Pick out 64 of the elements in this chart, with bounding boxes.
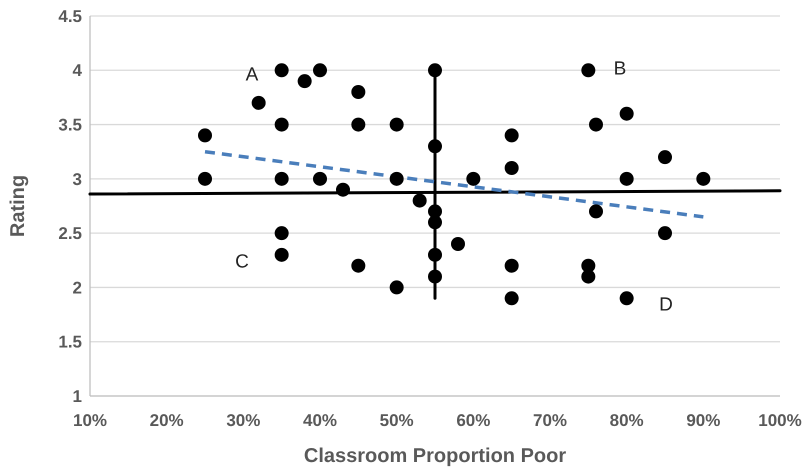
x-axis-title: Classroom Proportion Poor bbox=[304, 445, 566, 467]
point bbox=[198, 172, 212, 186]
point bbox=[620, 106, 634, 121]
x-tick-label: 40% bbox=[302, 411, 338, 430]
y-tick-label: 2 bbox=[72, 278, 82, 298]
point bbox=[351, 85, 366, 99]
point bbox=[428, 63, 442, 78]
point bbox=[313, 63, 327, 78]
y-tick-label: 3.5 bbox=[58, 116, 82, 135]
point bbox=[504, 128, 519, 142]
point bbox=[504, 291, 519, 306]
point bbox=[466, 172, 480, 186]
y-axis-title: Rating bbox=[7, 174, 29, 238]
x-tick-label: 20% bbox=[150, 411, 184, 430]
annotation: B bbox=[614, 58, 626, 80]
x-tick-label: 90% bbox=[686, 411, 720, 430]
x-tick-label: 80% bbox=[610, 411, 644, 430]
point bbox=[198, 128, 212, 142]
point bbox=[428, 270, 442, 284]
point bbox=[589, 118, 603, 132]
y-tick-label: 4 bbox=[72, 61, 83, 80]
point bbox=[620, 291, 634, 306]
point bbox=[274, 118, 289, 132]
point bbox=[696, 172, 710, 186]
point bbox=[589, 204, 603, 218]
point bbox=[658, 150, 672, 164]
y-tick-label: 4.5 bbox=[58, 6, 82, 26]
point bbox=[274, 248, 289, 262]
point bbox=[390, 280, 404, 294]
x-tick-label: 50% bbox=[380, 411, 414, 430]
point bbox=[298, 74, 312, 88]
point bbox=[351, 258, 366, 273]
y-tick-label: 2.5 bbox=[58, 224, 82, 244]
point bbox=[504, 161, 519, 175]
x-tick-label: 70% bbox=[532, 411, 568, 430]
x-tick-label: 100% bbox=[758, 411, 802, 430]
point bbox=[412, 194, 427, 208]
point bbox=[620, 172, 634, 186]
y-tick-label: 3 bbox=[72, 170, 82, 189]
point bbox=[428, 139, 442, 154]
point bbox=[274, 63, 289, 78]
x-tick-label: 60% bbox=[456, 411, 490, 430]
point bbox=[428, 215, 442, 230]
point bbox=[451, 237, 465, 251]
point bbox=[428, 248, 442, 262]
point bbox=[581, 270, 596, 284]
point bbox=[336, 182, 350, 197]
point bbox=[390, 118, 404, 132]
x-tick-label: 10% bbox=[72, 411, 108, 430]
point bbox=[581, 63, 596, 78]
annotation: C bbox=[235, 252, 249, 273]
y-tick-label: 1 bbox=[72, 386, 82, 406]
annotation: D bbox=[659, 294, 673, 316]
point bbox=[313, 172, 327, 186]
point bbox=[252, 96, 266, 110]
annotation: A bbox=[246, 64, 259, 86]
y-tick-label: 1.5 bbox=[58, 332, 82, 352]
point bbox=[274, 172, 289, 186]
x-tick-label: 30% bbox=[226, 411, 260, 430]
point bbox=[504, 258, 519, 273]
point bbox=[658, 226, 672, 240]
point bbox=[351, 118, 366, 132]
point bbox=[390, 172, 404, 186]
point bbox=[274, 226, 289, 240]
